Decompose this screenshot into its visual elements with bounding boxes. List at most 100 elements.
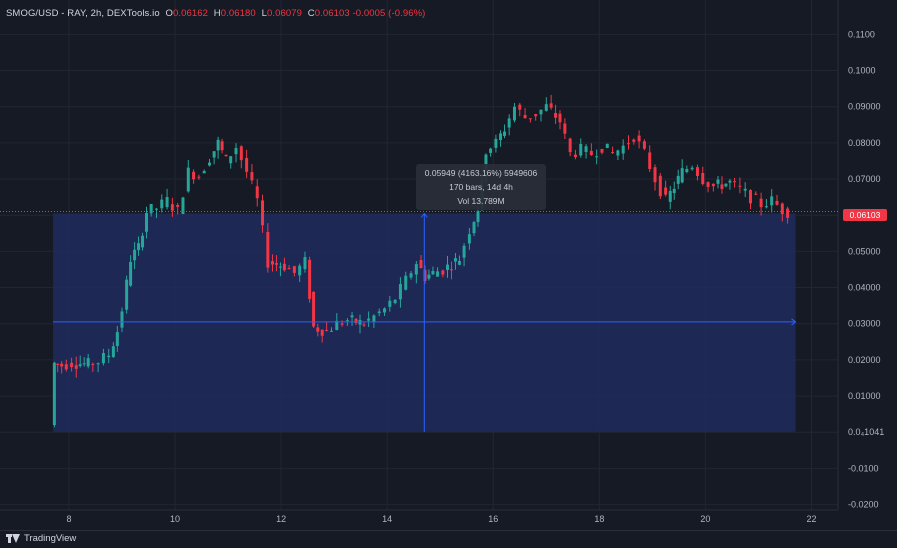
open-value: 0.06162 bbox=[173, 8, 209, 19]
high-value: 0.06180 bbox=[220, 8, 256, 19]
candle-body bbox=[70, 362, 74, 368]
candle-body bbox=[86, 358, 90, 367]
candle-body bbox=[764, 206, 768, 208]
candle-body bbox=[775, 200, 779, 205]
candle-body bbox=[648, 152, 652, 169]
candle-body bbox=[78, 364, 82, 366]
x-tick-label: 18 bbox=[594, 514, 604, 524]
last-price-tag: 0.06103 bbox=[843, 209, 887, 221]
candle-body bbox=[308, 259, 312, 299]
candle-body bbox=[409, 273, 413, 278]
candle-body bbox=[728, 180, 732, 183]
candle-body bbox=[202, 170, 206, 174]
candle-body bbox=[316, 327, 320, 332]
candle-body bbox=[600, 148, 604, 153]
low-key: L bbox=[261, 8, 267, 19]
candle-body bbox=[239, 146, 243, 161]
candle-body bbox=[212, 151, 216, 158]
candle-body bbox=[695, 167, 699, 177]
x-tick-label: 12 bbox=[276, 514, 286, 524]
candle-body bbox=[441, 270, 445, 275]
candle-body bbox=[145, 212, 149, 232]
candle-body bbox=[250, 172, 254, 181]
candle-body bbox=[60, 363, 64, 367]
candle-body bbox=[234, 148, 238, 155]
candle-body bbox=[611, 152, 615, 154]
candle-body bbox=[642, 141, 646, 149]
candle-body bbox=[507, 118, 511, 128]
candle-body bbox=[255, 186, 259, 199]
candle-body bbox=[340, 323, 344, 325]
change-value: -0.0005 (-0.96%) bbox=[352, 8, 426, 19]
candle-body bbox=[312, 291, 316, 327]
candle-body bbox=[754, 193, 758, 195]
candle-body bbox=[637, 135, 641, 142]
candle-body bbox=[303, 257, 307, 270]
candle-body bbox=[383, 308, 387, 313]
measure-tooltip: 0.05949 (4163.16%) 5949606 170 bars, 14d… bbox=[416, 164, 546, 210]
candle-body bbox=[690, 167, 694, 170]
candle-body bbox=[544, 104, 548, 111]
candle-body bbox=[720, 184, 724, 189]
candle-body bbox=[436, 271, 440, 277]
y-tick-label: 0.08000 bbox=[848, 138, 881, 148]
high-key: H bbox=[213, 8, 221, 19]
y-tick-label: 0.1100 bbox=[848, 29, 875, 39]
candle-body bbox=[423, 269, 427, 282]
candlestick-chart[interactable]: 0.11000.10000.090000.080000.070000.06000… bbox=[0, 0, 897, 530]
candle-body bbox=[170, 204, 174, 211]
candle-body bbox=[220, 141, 224, 151]
candle-body bbox=[115, 332, 119, 346]
y-tick-label: 0.01000 bbox=[848, 391, 881, 401]
candle-body bbox=[141, 235, 145, 248]
candle-body bbox=[372, 315, 376, 322]
candle-body bbox=[503, 131, 507, 136]
candle-body bbox=[518, 104, 522, 110]
candle-body bbox=[74, 365, 78, 369]
candle-body bbox=[653, 167, 657, 183]
candle-body bbox=[476, 211, 480, 223]
candle-body bbox=[388, 300, 392, 307]
close-key: C bbox=[307, 8, 315, 19]
candle-body bbox=[325, 330, 329, 332]
candle-body bbox=[216, 139, 220, 151]
candle-body bbox=[266, 231, 270, 268]
candle-body bbox=[605, 143, 609, 148]
candle-body bbox=[680, 168, 684, 183]
candle-body bbox=[298, 265, 302, 276]
candle-body bbox=[706, 182, 710, 187]
candle-body bbox=[96, 363, 100, 365]
candle-body bbox=[733, 181, 737, 183]
candle-body bbox=[56, 363, 60, 365]
candle-body bbox=[616, 150, 620, 156]
candle-body bbox=[362, 324, 366, 326]
x-tick-label: 14 bbox=[382, 514, 392, 524]
candle-body bbox=[759, 198, 763, 208]
y-tick-label: 0.0₄1041 bbox=[848, 427, 884, 437]
candle-body bbox=[568, 138, 572, 153]
candle-body bbox=[558, 113, 562, 123]
candle-body bbox=[160, 199, 164, 209]
candle-body bbox=[154, 208, 158, 210]
tradingview-brand[interactable]: TradingView bbox=[6, 533, 76, 544]
candle-body bbox=[350, 315, 354, 318]
candle-body bbox=[274, 263, 278, 265]
candle-body bbox=[489, 148, 493, 153]
candle-body bbox=[685, 168, 689, 173]
candle-body bbox=[632, 139, 636, 142]
tradingview-logo-icon bbox=[6, 534, 20, 543]
x-tick-label: 22 bbox=[806, 514, 816, 524]
y-tick-label: -0.0100 bbox=[848, 463, 879, 473]
candle-body bbox=[82, 363, 86, 365]
candle-body bbox=[278, 266, 282, 268]
y-tick-label: 0.07000 bbox=[848, 174, 881, 184]
candle-body bbox=[129, 261, 133, 286]
symbol-label: SMOG/USD - RAY, 2h, DEXTools.io bbox=[6, 8, 160, 19]
footer-bar: TradingView bbox=[0, 530, 897, 548]
candle-body bbox=[354, 318, 358, 324]
candle-body bbox=[534, 114, 538, 117]
candle-body bbox=[658, 175, 662, 197]
candle-body bbox=[133, 249, 137, 261]
measure-arrow-right bbox=[791, 318, 797, 326]
y-tick-label: 0.04000 bbox=[848, 283, 881, 293]
